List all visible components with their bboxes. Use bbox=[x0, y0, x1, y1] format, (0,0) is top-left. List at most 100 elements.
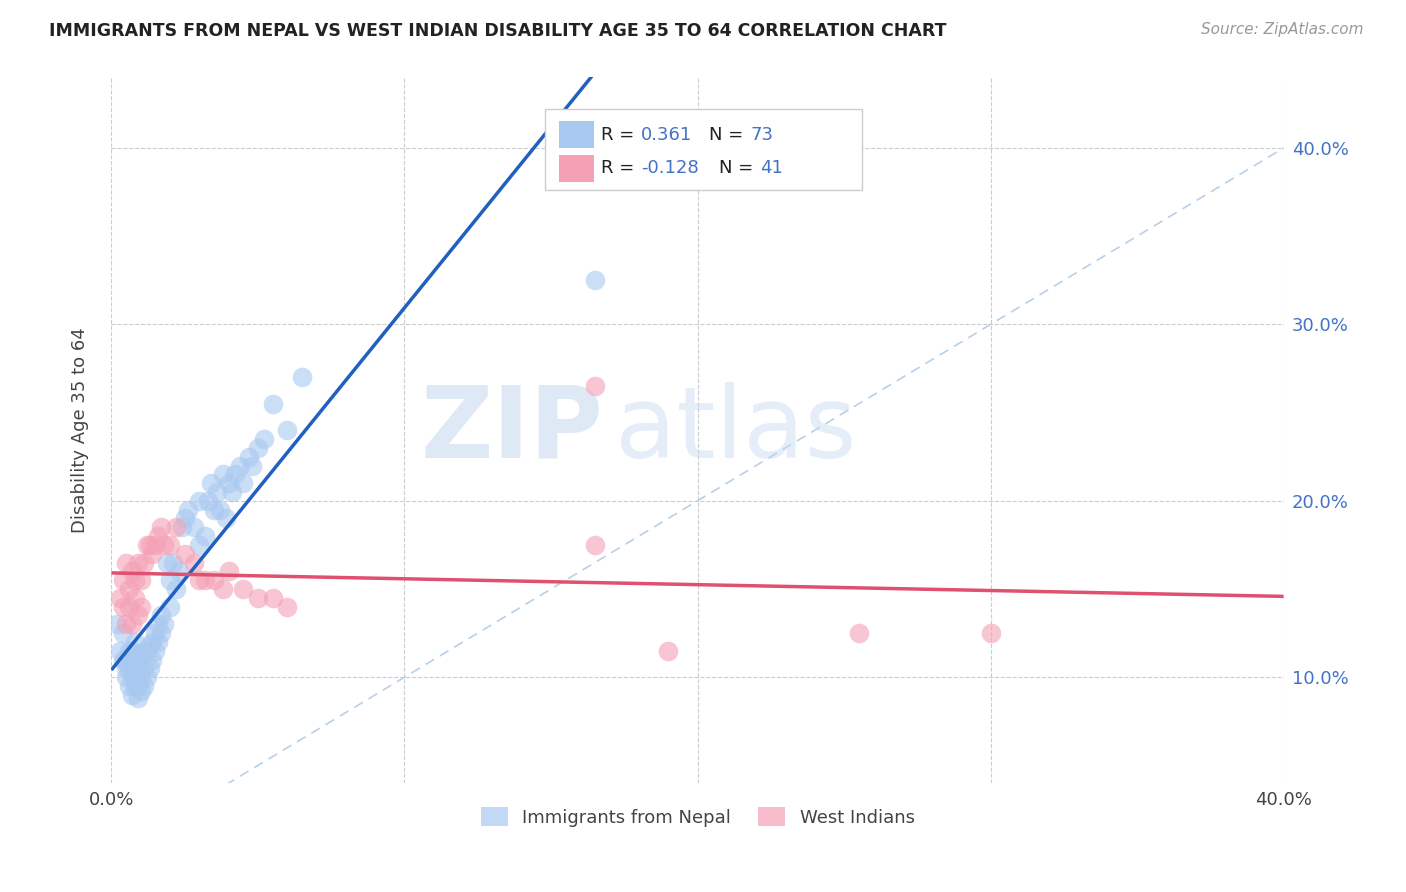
Point bbox=[583, 379, 606, 393]
Point bbox=[115, 556, 138, 570]
Point bbox=[238, 450, 260, 464]
Point bbox=[138, 538, 160, 552]
Point bbox=[138, 639, 160, 653]
Point bbox=[124, 573, 146, 587]
Point bbox=[202, 573, 225, 587]
Point bbox=[150, 520, 173, 534]
Point bbox=[129, 599, 152, 614]
Point bbox=[132, 679, 155, 693]
Text: 41: 41 bbox=[759, 160, 783, 178]
Y-axis label: Disability Age 35 to 64: Disability Age 35 to 64 bbox=[72, 327, 89, 533]
Point bbox=[118, 582, 141, 596]
Point bbox=[115, 661, 138, 675]
Point bbox=[159, 599, 181, 614]
Point bbox=[118, 644, 141, 658]
Text: R =: R = bbox=[602, 160, 640, 178]
Point bbox=[232, 582, 254, 596]
Point bbox=[253, 432, 276, 446]
Point bbox=[246, 591, 269, 605]
Point bbox=[124, 679, 146, 693]
Text: 0.361: 0.361 bbox=[641, 126, 693, 144]
Point bbox=[150, 608, 173, 623]
Point bbox=[135, 538, 157, 552]
Point bbox=[129, 573, 152, 587]
Point bbox=[121, 565, 143, 579]
Point bbox=[138, 661, 160, 675]
Point bbox=[156, 556, 179, 570]
Point bbox=[132, 644, 155, 658]
Point bbox=[167, 565, 190, 579]
Point bbox=[135, 670, 157, 684]
FancyBboxPatch shape bbox=[560, 121, 595, 148]
Point bbox=[148, 635, 170, 649]
Point bbox=[148, 617, 170, 632]
Point bbox=[197, 493, 219, 508]
Point bbox=[162, 556, 184, 570]
Point bbox=[127, 691, 149, 706]
Point bbox=[115, 617, 138, 632]
Point bbox=[218, 476, 240, 491]
Point bbox=[188, 538, 211, 552]
Point bbox=[848, 626, 870, 640]
Point bbox=[132, 556, 155, 570]
Point bbox=[211, 582, 233, 596]
Point bbox=[194, 529, 217, 543]
Text: IMMIGRANTS FROM NEPAL VS WEST INDIAN DISABILITY AGE 35 TO 64 CORRELATION CHART: IMMIGRANTS FROM NEPAL VS WEST INDIAN DIS… bbox=[49, 22, 946, 40]
Text: R =: R = bbox=[602, 126, 640, 144]
Point bbox=[110, 591, 132, 605]
Text: atlas: atlas bbox=[616, 382, 858, 479]
Point bbox=[129, 648, 152, 663]
Point bbox=[145, 644, 167, 658]
Point bbox=[173, 511, 195, 525]
Point bbox=[150, 626, 173, 640]
Point bbox=[112, 652, 135, 666]
Point bbox=[205, 485, 228, 500]
Point bbox=[165, 520, 187, 534]
Point bbox=[121, 688, 143, 702]
Point bbox=[211, 467, 233, 482]
Text: ZIP: ZIP bbox=[420, 382, 603, 479]
Point bbox=[291, 370, 314, 384]
Point bbox=[176, 502, 198, 516]
Point bbox=[141, 652, 163, 666]
Point bbox=[200, 476, 222, 491]
Point bbox=[188, 573, 211, 587]
Point bbox=[980, 626, 1002, 640]
Point bbox=[188, 493, 211, 508]
FancyBboxPatch shape bbox=[560, 155, 595, 182]
Point bbox=[240, 458, 263, 473]
Point bbox=[124, 652, 146, 666]
Point bbox=[127, 556, 149, 570]
Point bbox=[141, 547, 163, 561]
Point bbox=[159, 573, 181, 587]
Text: -0.128: -0.128 bbox=[641, 160, 699, 178]
Point bbox=[232, 476, 254, 491]
Point bbox=[124, 635, 146, 649]
Point bbox=[173, 547, 195, 561]
Point bbox=[246, 441, 269, 455]
Point bbox=[145, 626, 167, 640]
Point bbox=[129, 670, 152, 684]
Point bbox=[121, 670, 143, 684]
Point bbox=[132, 661, 155, 675]
Point bbox=[170, 520, 193, 534]
Point bbox=[194, 573, 217, 587]
Point bbox=[118, 599, 141, 614]
Point bbox=[165, 582, 187, 596]
Point bbox=[121, 644, 143, 658]
Point bbox=[115, 670, 138, 684]
Point bbox=[112, 573, 135, 587]
Point bbox=[229, 458, 252, 473]
Point bbox=[118, 661, 141, 675]
Point bbox=[159, 538, 181, 552]
Point bbox=[141, 635, 163, 649]
Point bbox=[221, 485, 243, 500]
Point bbox=[115, 652, 138, 666]
Point bbox=[224, 467, 246, 482]
Point bbox=[208, 502, 231, 516]
Point bbox=[262, 397, 284, 411]
Point bbox=[105, 617, 128, 632]
Point bbox=[583, 273, 606, 287]
Point bbox=[657, 644, 679, 658]
Point bbox=[127, 679, 149, 693]
